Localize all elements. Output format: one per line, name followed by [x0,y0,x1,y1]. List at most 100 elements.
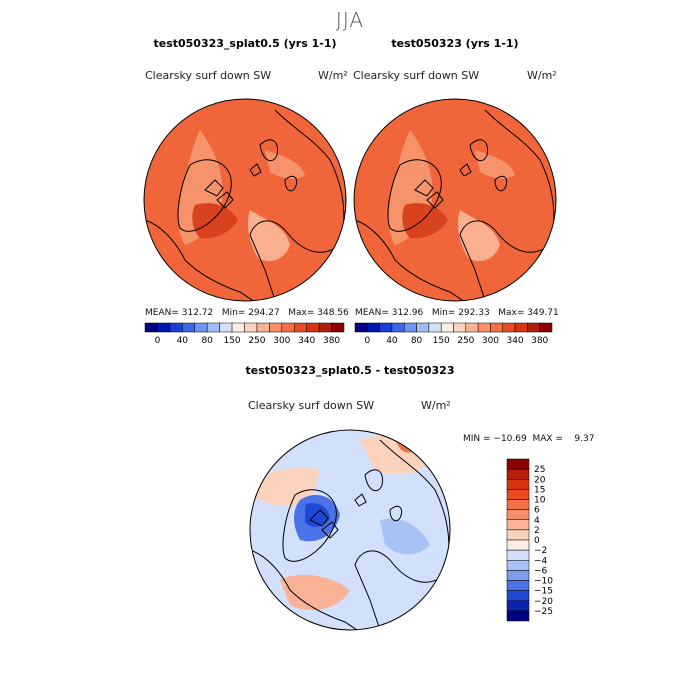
panel3-colorbar-tick-label: 4 [534,516,540,526]
panel3-colorbar-cell [506,499,530,510]
panel1-colorbar-cell [294,322,307,333]
panel3-units: W/m² [421,399,451,412]
panel3-negative-patch-east [380,518,430,555]
panel2-colorbar-cell [379,322,393,333]
panel3-map-border [249,429,451,631]
panel3-colorbar-cell [506,610,530,622]
panel3-colorbar-tick-label: −2 [534,546,547,556]
panel2-map-border [353,98,557,302]
panel3-colorbar-cell [506,580,530,591]
panel1-field-label: Clearsky surf down SW [145,69,272,82]
panel1-ocean-field [144,99,346,301]
panel1-arctic-shading [265,150,305,179]
panel1-colorbar-cell [194,322,208,333]
panel3-colorbar-tick-label: 10 [534,496,546,506]
panel1-colorbar-cell [244,322,258,333]
panel2-title: test050323 (yrs 1-1) [391,37,519,50]
panel3-colorbar-cell [506,489,530,500]
panel2-colorbar-tick-label: 150 [433,336,450,346]
panel2-colorbar-cell [514,322,528,333]
panel1-colorbar-tick-label: 380 [323,336,340,346]
panel1-colorbar-tick-label: 0 [155,336,161,346]
panel2-arctic-shading [475,150,515,179]
panel1-colorbar-cell [157,322,171,333]
panel3-colorbar-tick-label: 2 [534,526,540,536]
panel2-colorbar-cell [428,322,442,333]
panel3-colorbar-tick-label: −4 [534,556,548,566]
panel2-colorbar-tick-label: 250 [457,336,474,346]
panel1-colorbar-tick-label: 150 [223,336,240,346]
panel1-colorbar-cell [256,322,270,333]
panel3-colorbar-tick-label: 6 [534,506,540,516]
panel2-colorbar-cell [539,322,553,333]
panel2-colorbar-tick-label: 80 [411,336,423,346]
panel2-units: W/m² [527,69,557,82]
panel2-greenland-peak [402,203,448,239]
panel3-colorbar-cell [506,458,530,470]
panel1-colorbar-cell [269,322,283,333]
panel3-colorbar-cell [506,529,530,541]
panel1-greenland-peak [192,203,238,239]
panel3-colorbar-cell [506,560,530,571]
panel3-colorbar-tick-label: 15 [534,485,545,495]
panel3-colorbar-tick-label: −20 [534,597,553,607]
panel1-colorbar-cell [318,322,332,333]
panel3-title: test050323_splat0.5 - test050323 [245,364,455,377]
panel3-positive-patch-north [360,436,430,475]
panel3-positive-patch-south [280,574,350,610]
panel3-colorbar-tick-label: −10 [534,577,553,587]
panel1-colorbar-cell [331,322,345,333]
panel3-colorbar-tick-label: −25 [534,607,553,617]
panel1-colorbar-cell [219,322,233,333]
panel2-colorbar-tick-label: 300 [482,336,499,346]
panel1-map [144,99,346,301]
panel1-colorbar-cell [169,322,183,333]
panel2-colorbar-cell [527,322,540,333]
panel1-colorbar-tick-label: 340 [298,336,315,346]
panel1-colorbar-tick-label: 80 [201,336,213,346]
panel2-field-label: Clearsky surf down SW [353,69,480,82]
panel1-colorbar: 0 40 80 150 250 300 340 380 [144,322,345,346]
panel2-colorbar-cell [465,322,479,333]
panel1-title: test050323_splat0.5 (yrs 1-1) [153,37,337,50]
panel3-colorbar-tick-label: −15 [534,587,553,597]
panel1-colorbar-cell [182,322,195,333]
panel1-units: W/m² [318,69,348,82]
panel3-colorbar-cell [506,570,530,581]
panel1-colorbar-tick-label: 300 [273,336,290,346]
panel2-colorbar-tick-label: 0 [364,336,370,346]
panel2-map [354,99,556,301]
panel2-colorbar-tick-label: 340 [506,336,523,346]
panel2-stats: MEAN= 312.96 Min= 292.33 Max= 349.71 [355,308,559,318]
panel1-colorbar-cell [206,322,220,333]
panel1-colorbar-tick-label: 250 [248,336,265,346]
panel2-colorbar-cell [404,322,417,333]
season-title: JJA [335,8,365,32]
panel2-colorbar-cell [440,322,454,333]
panel2-colorbar: 0 40 80 150 250 300 340 380 [354,322,553,346]
panel2-colorbar-tick-label: 380 [531,336,548,346]
panel3-colorbar-cell [506,549,530,561]
panel3-colorbar-cell [506,468,530,480]
panel1-colorbar-cell [281,322,295,333]
panel1-stats: MEAN= 312.72 Min= 294.27 Max= 348.56 [145,308,349,318]
panel3-stats: MIN = −10.69 MAX = 9.37 [463,434,595,444]
panel2-colorbar-cell [502,322,516,333]
panel1-colorbar-cell [144,322,158,333]
panel1-colorbar-tick-label: 40 [177,336,189,346]
panel2-colorbar-cell [416,322,430,333]
panel3-field-label: Clearsky surf down SW [248,399,375,412]
panel3-colorbar-cell [506,600,530,612]
panel3-colorbar-tick-label: 25 [534,465,545,475]
panel1-colorbar-cell [306,322,320,333]
panel3-colorbar-cell [506,479,530,490]
panel3-colorbar-tick-label: 0 [534,536,540,546]
panel2-colorbar-cell [453,322,467,333]
panel3-colorbar-tick-label: 20 [534,475,546,485]
panel3-positive-patch-west [250,468,320,506]
panel2-colorbar-tick-label: 40 [386,336,398,346]
panel2-ocean-field [354,99,556,301]
panel3-colorbar-cell [506,509,530,520]
